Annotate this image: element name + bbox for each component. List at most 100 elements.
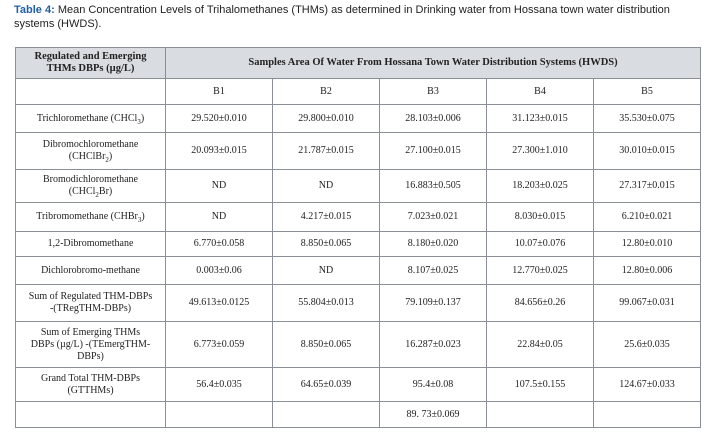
column-header: B1 bbox=[165, 78, 273, 105]
empty-cell bbox=[15, 78, 166, 105]
column-header: B3 bbox=[379, 78, 487, 105]
value-cell: 8.850±0.065 bbox=[272, 321, 380, 368]
value-cell: 21.787±0.015 bbox=[272, 132, 380, 170]
data-row: Grand Total THM-DBPs (GTTHMs) 56.4±0.035 64… bbox=[15, 367, 701, 402]
label-line: DBPs (µg/L) -(TEmergTHM- bbox=[19, 339, 162, 351]
value-cell: 4.217±0.015 bbox=[272, 202, 380, 232]
label-text: (CHClBr bbox=[68, 151, 106, 162]
value-cell: 0.003±0.06 bbox=[165, 256, 273, 285]
column-row: B1 B2 B3 B4 B5 bbox=[15, 78, 701, 105]
label-text: Trichloromethane (CHCl bbox=[36, 112, 138, 124]
value-cell: ND bbox=[165, 202, 273, 232]
value-cell: 55.804±0.013 bbox=[272, 284, 380, 322]
value-cell: 27.100±0.015 bbox=[379, 132, 487, 170]
caption-text: Mean Concentration Levels of Trihalometh… bbox=[14, 4, 670, 30]
label-text: Dibromochloromethane bbox=[42, 139, 139, 150]
value-cell: 64.65±0.039 bbox=[272, 367, 380, 402]
value-cell: 99.067±0.031 bbox=[593, 284, 701, 322]
label-text: Br) bbox=[98, 186, 113, 197]
data-row: Sum of Regulated THM-DBPs -(TRegTHM-DBPs)… bbox=[15, 284, 701, 322]
label-line: (CHClBr2) bbox=[19, 151, 162, 164]
row-label: Dibromochloromethane (CHClBr2) bbox=[15, 132, 166, 170]
row-label: 1,2-Dibromomethane bbox=[15, 231, 166, 257]
label-text: Grand Total THM-DBPs bbox=[41, 372, 140, 384]
label-line: Bromodichloromethane bbox=[19, 174, 162, 186]
value-cell: 8.180±0.020 bbox=[379, 231, 487, 257]
label-line: Dichlorobromo-methane bbox=[19, 265, 162, 277]
value-cell: 7.023±0.021 bbox=[379, 202, 487, 232]
data-row: Sum of Emerging THMs DBPs (µg/L) -(TEmerg… bbox=[15, 321, 701, 368]
value-cell: 12.770±0.025 bbox=[486, 256, 594, 285]
label-text: (GTTHMs) bbox=[67, 384, 114, 396]
caption-label: Table 4: bbox=[14, 4, 55, 16]
row-label: Sum of Emerging THMs DBPs (µg/L) -(TEmerg… bbox=[15, 321, 166, 368]
label-text: -(TRegTHM-DBPs) bbox=[49, 303, 132, 314]
data-row: 1,2-Dibromomethane 6.770±0.058 8.850±0.065… bbox=[15, 231, 701, 257]
label-line: Trichloromethane (CHCl3) bbox=[19, 112, 162, 126]
empty-cell bbox=[593, 401, 701, 428]
value-cell: 29.800±0.010 bbox=[272, 104, 380, 133]
label-text: DBPs) bbox=[77, 350, 104, 362]
label-text: ) bbox=[108, 151, 113, 162]
label-text: ) bbox=[140, 112, 145, 124]
value-cell: 6.210±0.021 bbox=[593, 202, 701, 232]
label-line: Sum of Regulated THM-DBPs bbox=[19, 291, 162, 303]
value-cell: 107.5±0.155 bbox=[486, 367, 594, 402]
table: Regulated and Emerging THMs DBPs (µg/L) … bbox=[15, 47, 701, 428]
row-label: Sum of Regulated THM-DBPs -(TRegTHM-DBPs) bbox=[15, 284, 166, 322]
data-row: Bromodichloromethane (CHCl2Br) ND ND 16.883±… bbox=[15, 169, 701, 203]
data-row: 89. 73±0.069 bbox=[15, 401, 701, 428]
value-cell: 95.4±0.08 bbox=[379, 367, 487, 402]
value-cell: 8.850±0.065 bbox=[272, 231, 380, 257]
data-row: Dibromochloromethane (CHClBr2) 20.093±0.01… bbox=[15, 132, 701, 170]
label-line: (CHCl2Br) bbox=[19, 186, 162, 199]
column-header: B4 bbox=[486, 78, 594, 105]
header-row: Regulated and Emerging THMs DBPs (µg/L) … bbox=[15, 47, 701, 79]
empty-cell bbox=[165, 401, 273, 428]
label-text: ) bbox=[141, 211, 145, 222]
value-cell: 84.656±0.26 bbox=[486, 284, 594, 322]
value-cell: 10.07±0.076 bbox=[486, 231, 594, 257]
label-text: (CHCl bbox=[68, 186, 96, 197]
value-cell: 6.770±0.058 bbox=[165, 231, 273, 257]
value-cell: 6.773±0.059 bbox=[165, 321, 273, 368]
value-cell: ND bbox=[272, 256, 380, 285]
empty-cell bbox=[486, 401, 594, 428]
subscript: 3 bbox=[137, 117, 141, 126]
column-header: B5 bbox=[593, 78, 701, 105]
value-cell: 16.287±0.023 bbox=[379, 321, 487, 368]
value-cell: 12.80±0.010 bbox=[593, 231, 701, 257]
value-cell: ND bbox=[272, 169, 380, 203]
data-row: Tribromomethane (CHBr3) ND 4.217±0.015 7.02… bbox=[15, 202, 701, 232]
value-cell: 27.317±0.015 bbox=[593, 169, 701, 203]
value-cell: 49.613±0.0125 bbox=[165, 284, 273, 322]
label-line: DBPs) bbox=[19, 351, 162, 363]
row-label: Dichlorobromo-methane bbox=[15, 256, 166, 285]
value-cell: 25.6±0.035 bbox=[593, 321, 701, 368]
subscript: 2 bbox=[105, 156, 109, 164]
label-line: Sum of Emerging THMs bbox=[19, 327, 162, 339]
label-text: Bromodichloromethane bbox=[43, 174, 138, 185]
value-cell: 56.4±0.035 bbox=[165, 367, 273, 402]
label-text: Tribromomethane (CHBr bbox=[36, 211, 138, 222]
label-text: Dichlorobromo-methane bbox=[41, 264, 140, 276]
subscript: 2 bbox=[95, 191, 99, 199]
value-cell: 89. 73±0.069 bbox=[379, 401, 487, 428]
value-cell: 30.010±0.015 bbox=[593, 132, 701, 170]
row-label: Trichloromethane (CHCl3) bbox=[15, 104, 166, 133]
label-line: Dibromochloromethane bbox=[19, 139, 162, 151]
value-cell: 79.109±0.137 bbox=[379, 284, 487, 322]
row-label: Grand Total THM-DBPs (GTTHMs) bbox=[15, 367, 166, 402]
label-text: Sum of Regulated THM-DBPs bbox=[28, 291, 153, 302]
value-cell: 124.67±0.033 bbox=[593, 367, 701, 402]
label-line: -(TRegTHM-DBPs) bbox=[19, 303, 162, 315]
label-text: 1,2-Dibromomethane bbox=[47, 238, 134, 249]
data-row: Dichlorobromo-methane 0.003±0.06 ND 8.107±0… bbox=[15, 256, 701, 285]
label-text: Sum of Emerging THMs bbox=[40, 326, 141, 338]
value-cell: 12.80±0.006 bbox=[593, 256, 701, 285]
value-cell: 18.203±0.025 bbox=[486, 169, 594, 203]
row-label bbox=[15, 401, 166, 428]
value-cell: ND bbox=[165, 169, 273, 203]
row-label: Tribromomethane (CHBr3) bbox=[15, 202, 166, 232]
